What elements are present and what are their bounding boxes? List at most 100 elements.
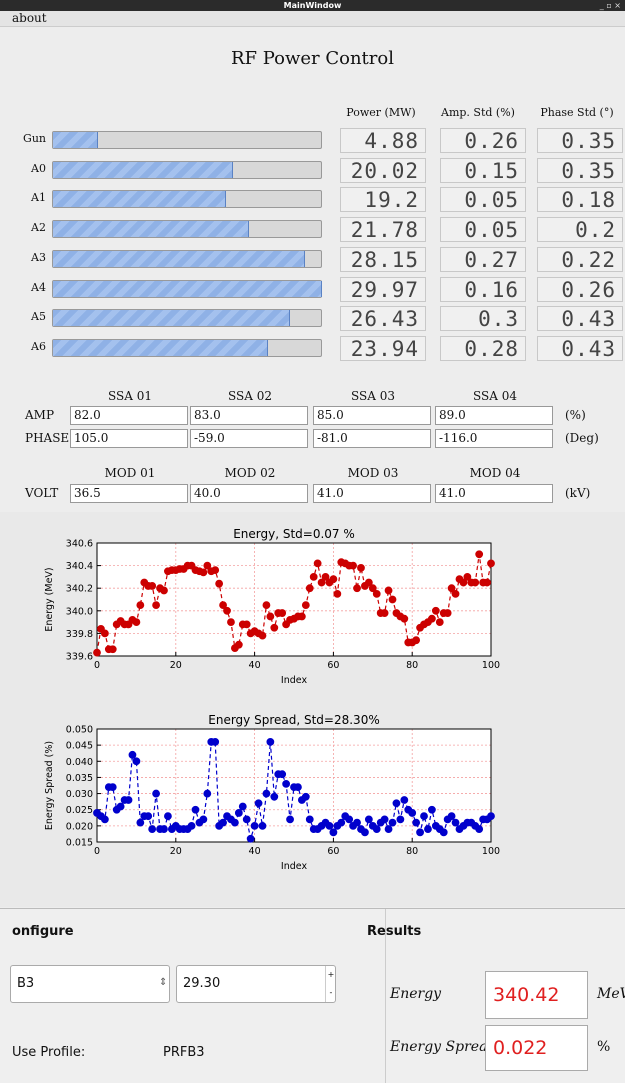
point [364,578,373,587]
unit-label: (kV) [565,486,591,500]
point [361,828,369,837]
lcd-value: 0.26 [537,276,623,302]
point [211,738,220,746]
text-input[interactable]: -116.0 [435,429,553,448]
text-input[interactable]: 41.0 [313,484,431,503]
result-label: Energy [390,986,442,1002]
text-input[interactable]: 105.0 [70,429,188,448]
progress-fill [53,221,249,238]
lcd-value: 0.43 [537,306,623,332]
x-tick-label: 20 [170,846,182,857]
point [286,815,294,824]
point [388,595,397,604]
section-title: Results [367,924,422,939]
progress-bar [52,220,322,239]
lcd-value: 0.16 [440,276,526,302]
y-tick-label: 0.045 [66,741,93,752]
y-tick-label: 0.035 [66,773,93,784]
x-axis-label: Index [281,675,308,686]
y-tick-label: 340.2 [66,584,93,595]
progress-bar [52,190,322,209]
point [258,631,267,640]
point [333,589,342,598]
point [152,789,161,798]
x-tick-label: 40 [249,846,261,857]
point [305,815,314,824]
text-input[interactable]: 41.0 [435,484,553,503]
menu-item[interactable]: about [12,11,47,25]
row-label: Gun [23,132,46,145]
point [227,618,235,626]
point [116,802,125,811]
column-header: Power (MW) [346,106,416,119]
point [380,815,389,824]
progress-fill [53,191,226,208]
lcd-value: 0.35 [537,157,623,183]
text-input[interactable]: 40.0 [190,484,308,503]
result-label: Energy Spread [390,1039,497,1055]
point [234,640,243,649]
row-label: A1 [31,191,46,205]
y-tick-label: 340.6 [66,539,93,550]
unit-label: (Deg) [565,431,599,445]
heading: RF Power Control [230,48,394,69]
text-input[interactable]: -59.0 [190,429,308,448]
text-input[interactable]: 89.0 [435,406,553,425]
point [412,636,421,645]
point [124,796,133,804]
point [487,812,495,821]
point [337,818,346,827]
point [435,618,444,626]
point [443,609,452,617]
point [100,815,109,824]
progress-bar [52,160,322,179]
value-spin[interactable]: 29.30 + - [176,965,336,1003]
x-axis-label: Index [281,861,308,872]
result-value: 0.022 [485,1025,588,1071]
point [128,750,137,759]
x-tick-label: 0 [94,660,100,671]
lcd-value: 23.94 [340,335,426,361]
y-tick-label: 0.015 [66,838,93,849]
combo-text: B3 [17,976,35,991]
profile-combo[interactable]: B3 ⇕ [10,965,170,1003]
point [234,809,243,817]
text-input[interactable]: 82.0 [70,406,188,425]
progress-fill [53,310,291,327]
point [396,815,405,824]
text-input[interactable]: 85.0 [313,406,431,425]
point [108,645,117,654]
point [301,601,310,610]
spin-text: 29.30 [183,976,221,991]
profile-name: PRFB3 [163,1045,205,1060]
y-tick-label: 340.4 [66,561,93,572]
lcd-value: 0.3 [440,306,526,332]
x-tick-label: 0 [94,846,100,857]
lcd-value: 0.2 [537,217,623,243]
lcd-value: 0.22 [537,246,623,272]
point [475,825,484,833]
result-value: 340.42 [485,971,588,1019]
text-input[interactable]: -81.0 [313,429,431,448]
x-tick-label: 80 [406,846,418,857]
text-input[interactable]: 36.5 [70,484,188,503]
point [368,584,377,593]
point [223,606,231,615]
lcd-value: 0.27 [440,246,526,272]
point [108,783,117,792]
point [487,559,495,568]
y-tick-label: 340.0 [66,606,93,617]
point [148,582,157,590]
lcd-value: 0.15 [440,157,526,183]
point [203,789,212,798]
text-input[interactable]: 83.0 [190,406,308,425]
window-title: MainWindow [283,1,342,10]
menu-bar: about [0,11,625,27]
y-tick-label: 0.050 [66,725,93,736]
point [309,573,318,581]
point [191,805,200,814]
point [199,568,208,577]
window-controls[interactable]: _ ▫ × [599,1,621,10]
section-title: onfigure [12,924,74,939]
lcd-value: 0.28 [440,335,526,361]
